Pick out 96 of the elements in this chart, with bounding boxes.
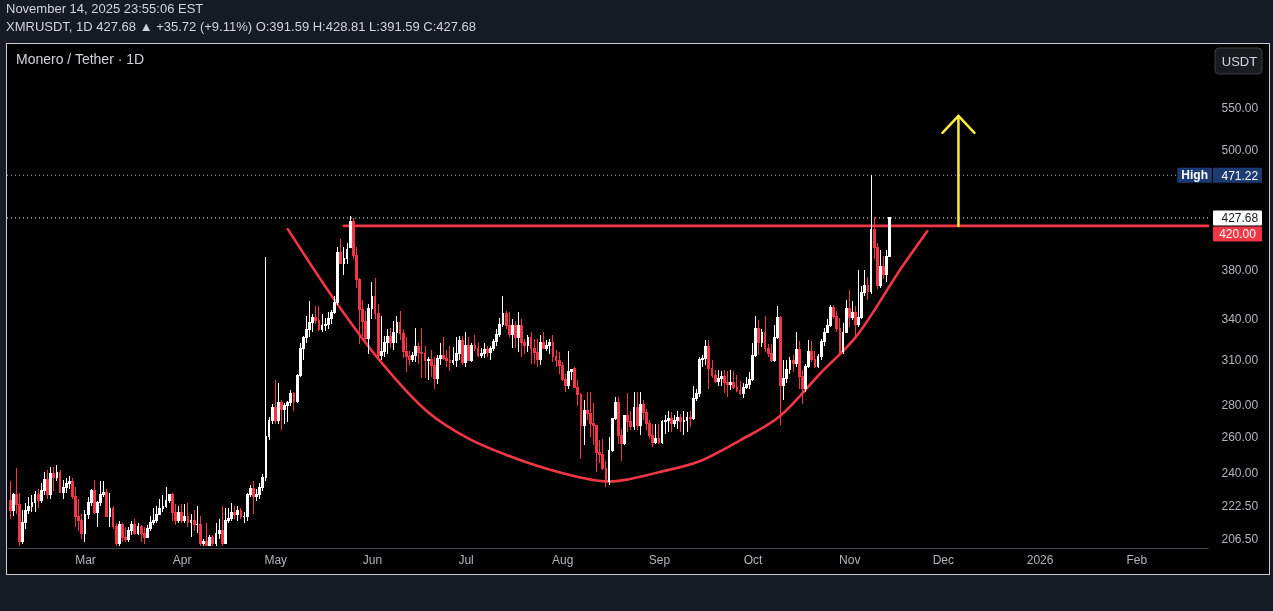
candlestick	[192, 509, 196, 532]
candlestick	[666, 410, 670, 433]
candlestick	[517, 311, 520, 353]
candlestick	[426, 356, 430, 381]
candlestick	[386, 328, 389, 355]
candlestick	[782, 359, 786, 401]
candlestick	[539, 334, 542, 366]
candlestick	[392, 320, 396, 351]
candlestick	[866, 276, 870, 301]
y-tick-label: 222.50	[1221, 498, 1259, 513]
candlestick	[342, 246, 346, 276]
y-tick-label: 240.00	[1221, 465, 1259, 480]
candlestick	[339, 238, 343, 265]
candlestick	[220, 505, 224, 547]
candlestick	[33, 490, 37, 513]
x-tick-label: 2026	[1026, 552, 1054, 567]
y-tick-label: 310.00	[1221, 353, 1259, 368]
candlestick	[632, 391, 636, 431]
candlestick	[794, 331, 798, 368]
candlestick	[879, 249, 882, 289]
candlestick	[882, 255, 885, 280]
candlestick	[507, 311, 511, 338]
candlestick	[535, 338, 539, 368]
y-tick-label: 427.68	[1221, 211, 1259, 226]
candlestick	[454, 336, 458, 368]
candlestick	[464, 331, 467, 368]
candlestick	[52, 466, 56, 492]
candlestick	[8, 480, 12, 520]
y-tick-label: 500.00	[1221, 142, 1259, 157]
candlestick	[635, 391, 639, 431]
chart-subtitle: XMRUSDT, 1D 427.68 ▲ +35.72 (+9.11%) O:391.59 H:428.81 L:391.59 C:427.68	[6, 19, 477, 35]
candlestick	[105, 488, 109, 517]
data-label: 420.00	[1219, 226, 1257, 241]
candlestick	[283, 402, 287, 425]
x-tick-label: Sep	[648, 552, 671, 567]
candlestick	[379, 315, 383, 361]
y-tick-label: 260.00	[1221, 430, 1259, 445]
x-tick-label: May	[264, 552, 288, 567]
candlestick	[682, 410, 686, 436]
candlestick	[510, 318, 514, 349]
candlestick	[657, 423, 661, 445]
candlestick	[121, 522, 124, 543]
y-tick-label: 206.50	[1221, 531, 1259, 546]
candlestick	[252, 480, 255, 515]
x-tick-label: Nov	[839, 552, 861, 567]
candlestick	[58, 469, 62, 494]
x-tick-label: Jul	[458, 552, 474, 567]
candlestick	[514, 320, 517, 349]
x-tick-label: Apr	[172, 552, 192, 567]
candlestick	[273, 379, 277, 425]
x-tick-label: Aug	[552, 552, 574, 567]
x-tick-label: Jun	[362, 552, 383, 567]
candlestick	[117, 520, 121, 547]
candlestick	[46, 469, 49, 500]
candlestick	[723, 369, 726, 394]
y-tick-label: 340.00	[1221, 312, 1259, 327]
candlestick	[189, 513, 193, 538]
y-axis-title: USDT	[1221, 53, 1258, 69]
candlestick	[679, 413, 683, 433]
y-tick-label: 471.22	[1221, 168, 1259, 183]
candlestick	[183, 503, 187, 524]
candlestick	[420, 327, 424, 379]
candlestick	[199, 515, 202, 547]
ref-line-label: High	[1181, 168, 1208, 183]
candlestick	[389, 327, 393, 349]
candlestick	[651, 423, 655, 448]
candlestick	[670, 411, 673, 433]
candlestick	[660, 419, 664, 445]
candlestick	[654, 423, 658, 445]
candlestick	[280, 399, 283, 431]
y-tick-label: 280.00	[1221, 397, 1259, 412]
candlestick	[707, 339, 711, 390]
candlestick	[108, 492, 112, 528]
x-tick-label: Feb	[1126, 552, 1148, 567]
y-tick-label: 550.00	[1221, 100, 1259, 115]
candlestick	[735, 374, 739, 393]
candlestick	[854, 305, 857, 337]
x-tick-label: Oct	[743, 552, 764, 567]
text: November 14, 2025 23:55:06 EST	[6, 1, 204, 17]
y-tick-label: 380.00	[1221, 263, 1259, 278]
candlestick	[276, 382, 280, 425]
candlestick	[36, 488, 40, 509]
candlestick	[638, 391, 642, 436]
x-tick-label: Dec	[932, 552, 955, 567]
candlestick	[49, 466, 53, 500]
candlestick	[850, 300, 854, 321]
candlestick	[567, 350, 570, 390]
candlestick	[726, 370, 729, 398]
x-tick-label: Mar	[75, 552, 96, 567]
line-series	[286, 227, 929, 483]
text: Monero / Tether · 1D	[16, 51, 145, 67]
candlestick	[461, 335, 464, 366]
candlestick	[626, 392, 630, 433]
candlestick	[582, 399, 586, 446]
candlestick	[55, 464, 59, 482]
candlestick	[11, 492, 15, 517]
